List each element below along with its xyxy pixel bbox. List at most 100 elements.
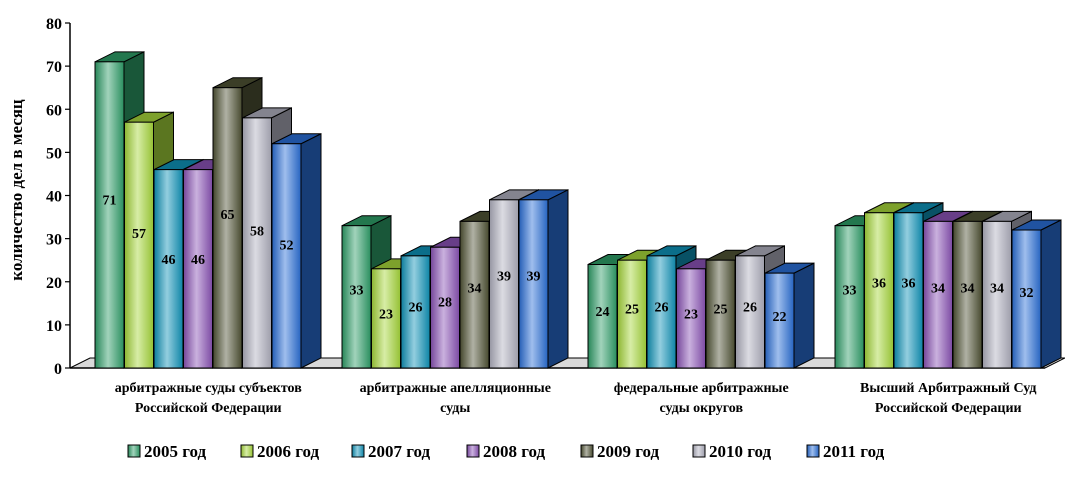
bar-front <box>864 212 894 369</box>
bar-front <box>183 169 213 369</box>
data-label: 57 <box>132 227 146 242</box>
bar-front <box>430 246 460 369</box>
x-category-label: арбитражные суды субъектов <box>115 381 302 396</box>
bar-front <box>271 143 302 369</box>
data-label: 23 <box>684 307 698 322</box>
legend-item: 2005 год <box>127 442 207 461</box>
x-category-label: Российской Федерации <box>135 401 282 416</box>
data-label: 23 <box>379 307 393 322</box>
bar-front <box>923 220 953 369</box>
bar-side <box>547 189 569 369</box>
x-category-label: Высший Арбитражный Суд <box>860 381 1036 396</box>
data-label: 34 <box>961 281 975 296</box>
legend-item: 2008 год <box>466 442 546 461</box>
legend-swatch <box>466 444 480 458</box>
legend-label: 2009 год <box>597 442 660 461</box>
bar-front <box>1011 229 1042 369</box>
bar-front <box>94 61 125 369</box>
data-label: 28 <box>438 296 452 311</box>
legend-item: 2011 год <box>806 442 885 461</box>
legend-item: 2006 год <box>240 442 320 461</box>
data-label: 33 <box>843 284 857 299</box>
x-category-label: Российской Федерации <box>875 401 1022 416</box>
bar-front <box>518 199 549 369</box>
y-tick-label: 0 <box>54 361 62 378</box>
bar-front <box>952 220 983 369</box>
legend-label: 2007 год <box>368 442 431 461</box>
data-label: 65 <box>221 208 235 223</box>
y-tick-label: 30 <box>46 232 62 249</box>
legend-item: 2009 год <box>580 442 660 461</box>
legend-label: 2011 год <box>823 442 885 461</box>
data-label: 34 <box>468 281 482 296</box>
data-label: 26 <box>743 300 757 315</box>
legend-swatch <box>806 444 820 458</box>
y-tick-label: 80 <box>46 16 62 33</box>
bar-front <box>153 169 184 369</box>
data-label: 46 <box>191 253 205 268</box>
data-label: 46 <box>162 253 176 268</box>
x-axis-labels: арбитражные суды субъектов Российской Фед… <box>115 381 1037 416</box>
bar-front <box>587 264 618 369</box>
data-label: 39 <box>527 269 541 284</box>
bar: 39 <box>518 189 569 369</box>
bar-front <box>834 225 865 369</box>
data-label: 22 <box>773 310 787 325</box>
y-tick-label: 70 <box>46 59 62 76</box>
legend: 2005 год 2006 год 2007 год 2008 год 2009 год… <box>127 442 885 461</box>
bar-front <box>341 225 372 369</box>
legend-swatch <box>351 444 365 458</box>
data-label: 36 <box>902 277 916 292</box>
data-label: 71 <box>103 194 117 209</box>
bar-front <box>646 255 677 369</box>
legend-item: 2010 год <box>692 442 772 461</box>
bar-front <box>212 87 243 369</box>
data-label: 36 <box>872 277 886 292</box>
bar: 52 <box>271 132 322 369</box>
y-tick-label: 20 <box>46 275 62 292</box>
x-category-label: суды округов <box>659 401 743 416</box>
y-tick-label: 40 <box>46 189 62 206</box>
bars: 71 57 46 46 65 58 52 33 23 26 28 34 39 39 24 25 26 23 25 26… <box>94 51 1062 369</box>
bar: 32 <box>1011 219 1062 369</box>
legend-swatch <box>580 444 594 458</box>
bar-front <box>459 220 490 369</box>
data-label: 33 <box>350 284 364 299</box>
legend-label: 2006 год <box>257 442 320 461</box>
bar-side <box>793 262 815 369</box>
data-label: 39 <box>497 269 511 284</box>
data-label: 58 <box>250 224 264 239</box>
x-category-label: суды <box>440 401 470 416</box>
data-label: 52 <box>280 239 294 254</box>
data-label: 32 <box>1020 286 1034 301</box>
bar-front <box>242 117 272 369</box>
data-label: 25 <box>714 303 728 318</box>
bar-front <box>124 121 154 369</box>
data-label: 26 <box>409 300 423 315</box>
legend-swatch <box>127 444 141 458</box>
y-tick-label: 50 <box>46 145 62 162</box>
legend-label: 2005 год <box>144 442 207 461</box>
bar-side <box>300 132 322 369</box>
y-tick-label: 60 <box>46 102 62 119</box>
bar-front <box>982 220 1012 369</box>
data-label: 24 <box>596 305 610 320</box>
x-category-label: федеральные арбитражные <box>614 381 789 396</box>
data-label: 25 <box>625 303 639 318</box>
legend-label: 2010 год <box>709 442 772 461</box>
y-axis-title: количество дел в месяц <box>7 99 26 281</box>
data-label: 34 <box>931 281 945 296</box>
x-category-label: арбитражные апелляционные <box>360 381 551 396</box>
bar-front <box>489 199 519 369</box>
legend-swatch <box>692 444 706 458</box>
bar-side <box>1040 219 1062 369</box>
data-label: 26 <box>655 300 669 315</box>
y-tick-label: 10 <box>46 318 62 335</box>
bar: 22 <box>764 262 815 369</box>
legend-label: 2008 год <box>483 442 546 461</box>
bar-front <box>764 272 795 369</box>
bar-front <box>735 255 765 369</box>
bar-front <box>893 212 924 369</box>
